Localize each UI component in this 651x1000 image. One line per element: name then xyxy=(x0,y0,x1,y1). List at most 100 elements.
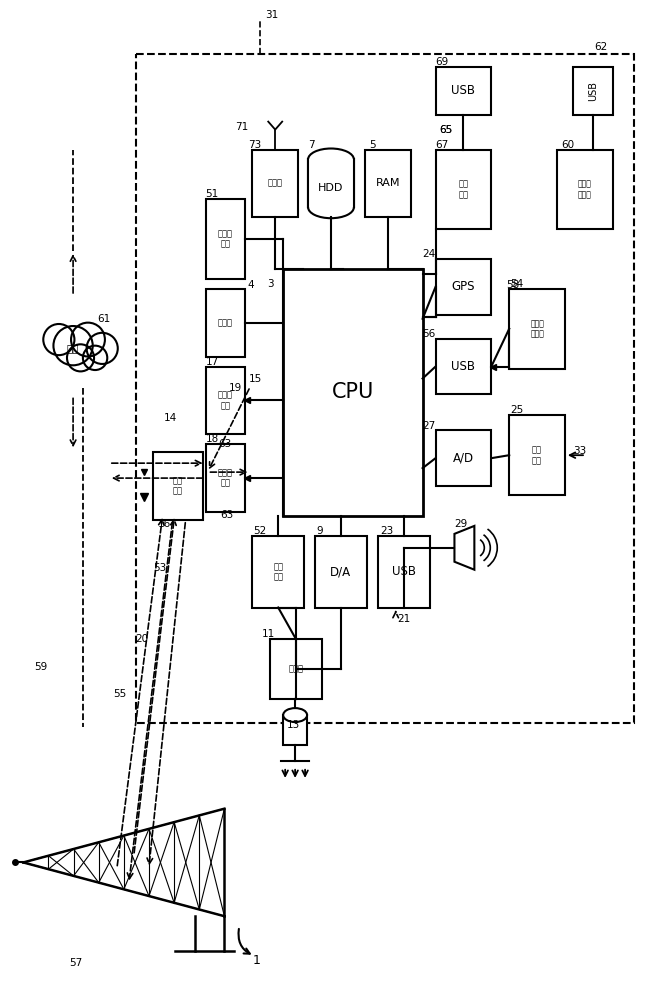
Text: 58: 58 xyxy=(506,280,519,290)
Bar xyxy=(136,54,633,723)
Circle shape xyxy=(43,324,74,355)
Text: 15: 15 xyxy=(248,374,262,384)
Text: GPS: GPS xyxy=(452,280,475,293)
Bar xyxy=(206,199,245,279)
Text: USB: USB xyxy=(588,81,598,101)
Text: 路由器: 路由器 xyxy=(268,179,283,188)
Circle shape xyxy=(83,346,107,370)
Circle shape xyxy=(71,323,105,356)
Text: 29: 29 xyxy=(454,519,467,529)
Text: CPU: CPU xyxy=(332,382,374,402)
Circle shape xyxy=(67,344,94,371)
Text: 放大器: 放大器 xyxy=(288,665,303,674)
Text: 移动
装置: 移动 装置 xyxy=(173,476,183,496)
Text: 显示器: 显示器 xyxy=(218,318,233,327)
Circle shape xyxy=(53,326,92,365)
Text: 25: 25 xyxy=(510,405,523,415)
Bar xyxy=(436,259,492,315)
Bar xyxy=(436,430,492,486)
Text: 24: 24 xyxy=(422,249,436,259)
Text: 19: 19 xyxy=(229,383,242,393)
Text: 个人导
航装置: 个人导 航装置 xyxy=(530,319,544,338)
Bar xyxy=(378,536,430,608)
Text: 调制解
调器: 调制解 调器 xyxy=(218,468,233,488)
Text: 17: 17 xyxy=(206,357,219,367)
Text: 57: 57 xyxy=(69,958,82,968)
Ellipse shape xyxy=(283,708,307,722)
Text: 7: 7 xyxy=(308,140,314,150)
Text: 14: 14 xyxy=(163,413,177,423)
Text: 54: 54 xyxy=(510,279,523,289)
Text: 69: 69 xyxy=(436,57,449,67)
Text: D/A: D/A xyxy=(330,565,352,578)
Text: USB: USB xyxy=(451,360,475,373)
Circle shape xyxy=(87,333,118,364)
Bar xyxy=(206,289,245,357)
Text: 16: 16 xyxy=(158,519,171,529)
Text: 23: 23 xyxy=(380,526,393,536)
Text: 71: 71 xyxy=(236,122,249,132)
Bar xyxy=(253,150,298,217)
Bar xyxy=(573,67,613,115)
Text: USB: USB xyxy=(392,565,416,578)
Bar xyxy=(315,536,367,608)
Text: 输入选
择器: 输入选 择器 xyxy=(218,229,233,249)
Bar xyxy=(270,639,322,699)
Text: 9: 9 xyxy=(316,526,323,536)
Text: 67: 67 xyxy=(436,140,449,150)
Ellipse shape xyxy=(308,196,354,218)
Bar xyxy=(206,367,245,434)
Text: 3: 3 xyxy=(268,279,274,289)
Text: HDD: HDD xyxy=(318,183,344,193)
Text: 1: 1 xyxy=(253,954,260,967)
Bar xyxy=(436,150,492,229)
Text: 53: 53 xyxy=(153,563,166,573)
Ellipse shape xyxy=(308,149,354,170)
Text: 59: 59 xyxy=(35,662,48,672)
Bar xyxy=(436,67,492,115)
Text: 蓝牙
配对: 蓝牙 配对 xyxy=(273,562,283,581)
Text: 65: 65 xyxy=(439,125,452,135)
Text: A/D: A/D xyxy=(453,452,474,465)
Text: 20: 20 xyxy=(135,634,148,644)
Bar xyxy=(436,339,492,394)
Text: 55: 55 xyxy=(113,689,126,699)
Text: 51: 51 xyxy=(206,189,219,199)
Text: 60: 60 xyxy=(561,140,574,150)
Text: 63: 63 xyxy=(219,439,232,449)
Bar xyxy=(153,452,202,520)
Bar xyxy=(509,415,565,495)
Bar xyxy=(283,715,307,745)
Text: 33: 33 xyxy=(573,446,586,456)
Text: 62: 62 xyxy=(594,42,607,52)
Text: 73: 73 xyxy=(248,140,262,150)
Bar xyxy=(253,536,304,608)
Bar xyxy=(206,444,245,512)
Text: 63: 63 xyxy=(221,510,234,520)
Polygon shape xyxy=(454,526,475,570)
Text: 11: 11 xyxy=(262,629,275,639)
Text: 18: 18 xyxy=(206,434,219,444)
Text: 4: 4 xyxy=(247,280,254,290)
Text: 21: 21 xyxy=(398,614,411,624)
Text: 52: 52 xyxy=(253,526,266,536)
Bar xyxy=(557,150,613,229)
Text: 56: 56 xyxy=(422,329,436,339)
Text: RAM: RAM xyxy=(376,178,400,188)
Bar xyxy=(308,159,354,207)
Text: USB: USB xyxy=(451,84,475,97)
Text: 65: 65 xyxy=(439,125,452,135)
Text: 网络: 网络 xyxy=(67,344,79,354)
Text: 13: 13 xyxy=(287,720,300,730)
Text: 辅助
装置: 辅助 装置 xyxy=(458,180,469,199)
Bar xyxy=(365,150,411,217)
Text: 5: 5 xyxy=(369,140,376,150)
Text: 蓝牙收
发器: 蓝牙收 发器 xyxy=(218,391,233,410)
Text: 辅助
输入: 辅助 输入 xyxy=(532,445,542,465)
Text: 31: 31 xyxy=(265,10,279,20)
Text: 27: 27 xyxy=(422,421,436,431)
Bar xyxy=(309,159,353,207)
Text: 车辆导
航装置: 车辆导 航装置 xyxy=(578,180,592,199)
Bar xyxy=(509,289,565,369)
Text: 61: 61 xyxy=(97,314,110,324)
